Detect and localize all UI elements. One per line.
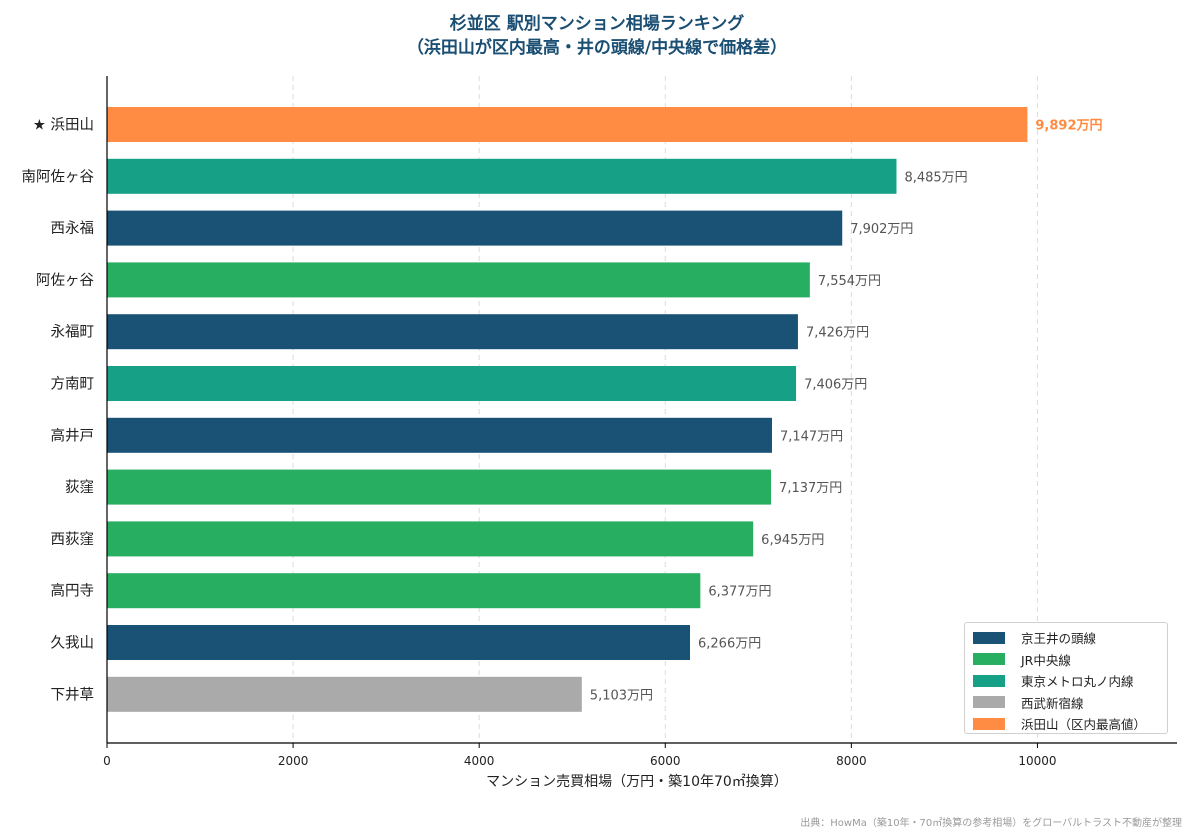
chart-legend: 京王井の頭線 JR中央線東京メトロ丸ノ内線 西武新宿線浜田山（区内最高値） [964,622,1168,734]
bar-0 [107,107,1028,142]
x-tick-label-5: 10000 [1018,754,1056,768]
legend-item-2: 東京メトロ丸ノ内線 [973,670,1159,692]
legend-label-1: JR中央線 [1021,652,1071,668]
x-axis-label: マンション売買相場（万円・築10年70㎡換算） [486,774,788,790]
category-label-10: 久我山 [51,635,95,652]
value-label-11: 5,103万円 [590,688,653,703]
value-label-1: 8,485万円 [904,170,967,185]
legend-swatch-4 [973,717,1005,730]
bar-6 [107,417,772,453]
legend-swatch-2 [973,674,1005,687]
bar-7 [107,469,772,505]
category-label-3: 阿佐ヶ谷 [36,272,94,289]
bar-1 [107,158,897,194]
legend-swatch-1 [973,653,1005,666]
bar-10 [107,625,691,660]
value-label-10: 6,266万円 [698,637,761,652]
legend-label-4: 浜田山（区内最高値） [1021,717,1147,733]
value-label-6: 7,147万円 [780,429,843,444]
legend-swatch-3 [973,696,1005,709]
chart-title-line1: 杉並区 駅別マンション相場ランキング [449,14,745,34]
x-tick-label-2: 4000 [464,754,495,768]
legend-item-4: 浜田山（区内最高値） [973,713,1159,735]
bar-11 [107,676,582,712]
legend-label-3: 西武新宿線 [1021,695,1084,711]
category-label-9: 高円寺 [51,583,95,600]
category-label-0: ★ 浜田山 [33,117,94,134]
value-label-9: 6,377万円 [708,585,771,600]
x-tick-label-0: 0 [103,754,111,768]
category-label-7: 荻窪 [65,479,94,496]
bar-3 [107,262,810,298]
legend-label-0: 京王井の頭線 [1021,631,1097,647]
value-label-3: 7,554万円 [818,274,881,289]
value-label-7: 7,137万円 [779,481,842,496]
source-note: 出典：HowMa（築10年・70㎡換算の参考相場）をグローバルトラスト不動産が整… [800,818,1182,829]
chart-title-line2: （浜田山が区内最高・井の頭線/中央線で価格差） [406,38,788,58]
category-label-11: 下井草 [51,686,95,703]
x-tick-label-4: 8000 [836,754,867,768]
legend-item-1: JR中央線 [973,649,1159,671]
x-tick-label-1: 2000 [278,754,309,768]
value-label-5: 7,406万円 [804,378,867,393]
value-label-8: 6,945万円 [761,533,824,548]
category-label-5: 方南町 [51,376,95,393]
legend-item-0: 京王井の頭線 [973,627,1159,649]
value-label-2: 7,902万円 [850,222,913,237]
legend-item-3: 西武新宿線 [973,692,1159,714]
bar-4 [107,314,798,350]
category-label-1: 南阿佐ヶ谷 [22,168,95,185]
value-label-0: 9,892万円 [1035,119,1102,134]
bar-9 [107,573,701,609]
category-label-8: 西荻窪 [51,531,95,548]
category-label-4: 永福町 [51,324,95,341]
bar-5 [107,366,797,401]
bar-2 [107,210,843,246]
category-label-6: 高井戸 [51,427,95,444]
bar-8 [107,521,754,557]
x-tick-label-3: 6000 [650,754,681,768]
legend-swatch-0 [973,631,1005,644]
legend-label-2: 東京メトロ丸ノ内線 [1021,674,1134,690]
value-label-4: 7,426万円 [806,326,869,341]
category-label-2: 西永福 [51,220,95,237]
